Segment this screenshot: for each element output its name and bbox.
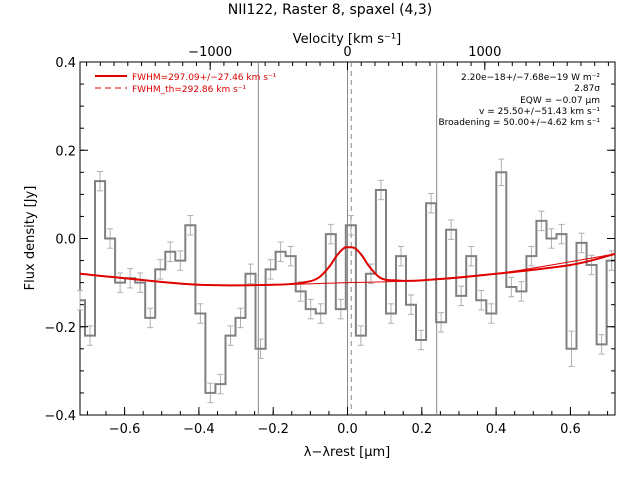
x-tick-label: 0.4	[486, 422, 507, 437]
x-tick-label: 0.2	[411, 422, 432, 437]
fit-annotations: 2.20e−18+/−7.68e−19 W m⁻² 2.87σ EQW = −0…	[439, 73, 601, 128]
annotation-velocity: v = 25.50+/−51.43 km s⁻¹	[479, 107, 600, 117]
legend: FWHM=297.09+/−27.46 km s⁻¹ FWHM_th=292.8…	[95, 73, 277, 95]
fit-line	[79, 246, 616, 287]
annotation-broadening: Broadening = 50.00+/−4.62 km s⁻¹	[439, 118, 601, 128]
x-tick-label: −0.6	[109, 422, 141, 437]
y-tick-label: 0.0	[55, 233, 76, 248]
top-tick-label: 0	[343, 45, 351, 60]
top-tick-label: −1000	[188, 45, 232, 60]
y-axis-label: Flux density [Jy]	[23, 186, 38, 291]
vertical-lines	[257, 62, 438, 415]
y-tick-label: −0.2	[44, 321, 76, 336]
chart-title: NII122, Raster 8, spaxel (4,3)	[228, 2, 433, 18]
x-tick-label: −0.2	[257, 422, 289, 437]
y-tick-label: 0.4	[55, 56, 76, 71]
x-tick-label: 0.0	[337, 422, 358, 437]
x-tick-label: −0.4	[183, 422, 215, 437]
x-axis-label: λ−λrest [μm]	[304, 445, 390, 460]
annotation-flux: 2.20e−18+/−7.68e−19 W m⁻²	[461, 73, 600, 83]
y-tick-label: −0.4	[44, 409, 76, 424]
spectrum-line	[80, 171, 615, 394]
x-tick-label: 0.6	[560, 422, 581, 437]
annotation-sigma: 2.87σ	[574, 84, 600, 94]
annotation-eqw: EQW = −0.07 μm	[520, 96, 600, 106]
legend-fwhm: FWHM=297.09+/−27.46 km s⁻¹	[132, 73, 277, 83]
legend-fwhm-th: FWHM_th=292.86 km s⁻¹	[132, 85, 247, 95]
axis-ticks: −0.6 −0.4 −0.2 0.0 0.2 0.4 0.6 −0.4 −0.2 0.0 0.2 0.…	[44, 45, 615, 437]
error-bars	[77, 158, 615, 404]
y-tick-label: 0.2	[55, 144, 76, 159]
top-tick-label: 1000	[468, 45, 501, 60]
top-axis-label: Velocity [km s⁻¹]	[293, 32, 401, 47]
